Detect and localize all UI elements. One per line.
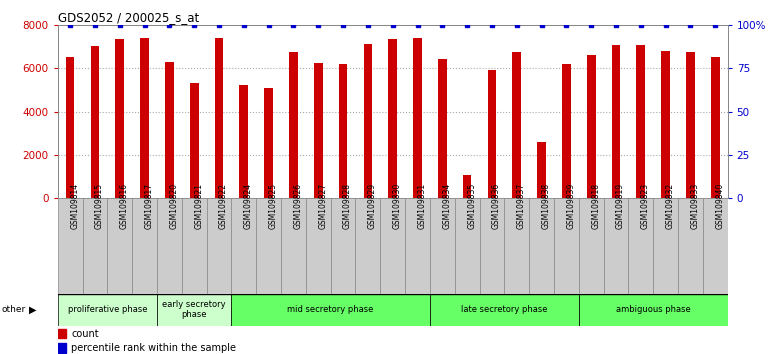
Bar (529, 198, 554, 294)
Text: GSM109840: GSM109840 (715, 183, 725, 229)
Bar (116, 39, 124, 198)
Bar (711, 57, 720, 198)
Bar (686, 52, 695, 198)
Bar (58, 329, 66, 338)
Bar (504, 198, 529, 294)
Bar (653, 198, 678, 294)
Bar (661, 51, 670, 198)
Text: GSM109838: GSM109838 (541, 183, 551, 229)
Bar (637, 45, 645, 198)
Bar (91, 46, 99, 198)
Bar (463, 176, 471, 198)
Bar (380, 198, 405, 294)
Bar (190, 83, 199, 198)
Bar (82, 198, 107, 294)
Bar (239, 85, 248, 198)
Text: late secretory phase: late secretory phase (461, 305, 547, 314)
Text: percentile rank within the sample: percentile rank within the sample (71, 343, 236, 353)
Text: GSM109822: GSM109822 (219, 183, 228, 229)
Bar (157, 294, 232, 326)
Bar (289, 52, 298, 198)
Bar (58, 343, 66, 353)
Bar (157, 198, 182, 294)
Bar (182, 198, 206, 294)
Text: GSM109839: GSM109839 (567, 183, 575, 229)
Bar (413, 38, 422, 198)
Bar (330, 198, 356, 294)
Bar (430, 198, 455, 294)
Text: mid secretory phase: mid secretory phase (287, 305, 374, 314)
Text: GSM109821: GSM109821 (194, 183, 203, 229)
Bar (438, 59, 447, 198)
Text: GSM109836: GSM109836 (492, 183, 501, 229)
Bar (363, 44, 372, 198)
Bar (314, 63, 323, 198)
Bar (480, 198, 504, 294)
Text: ambiguous phase: ambiguous phase (616, 305, 691, 314)
Text: GSM109823: GSM109823 (641, 183, 650, 229)
Bar (430, 294, 579, 326)
Text: GSM109817: GSM109817 (145, 183, 153, 229)
Text: GSM109829: GSM109829 (368, 183, 377, 229)
Bar (703, 198, 728, 294)
Bar (232, 294, 430, 326)
Text: GSM109818: GSM109818 (591, 183, 600, 229)
Bar (165, 62, 174, 198)
Bar (65, 57, 75, 198)
Bar (604, 198, 628, 294)
Text: GSM109832: GSM109832 (665, 183, 675, 229)
Bar (579, 198, 604, 294)
Bar (388, 39, 397, 198)
Bar (628, 198, 653, 294)
Bar (405, 198, 430, 294)
Text: GSM109835: GSM109835 (467, 183, 476, 229)
Text: GSM109831: GSM109831 (417, 183, 427, 229)
Text: proliferative phase: proliferative phase (68, 305, 147, 314)
Bar (512, 52, 521, 198)
Bar (281, 198, 306, 294)
Bar (58, 198, 82, 294)
Bar (579, 294, 728, 326)
Bar (562, 64, 571, 198)
Text: ▶: ▶ (29, 305, 37, 315)
Bar (58, 294, 157, 326)
Bar (487, 70, 497, 198)
Text: GSM109837: GSM109837 (517, 183, 526, 229)
Text: GSM109828: GSM109828 (343, 183, 352, 229)
Text: GSM109830: GSM109830 (393, 183, 402, 229)
Bar (356, 198, 380, 294)
Text: early secretory
phase: early secretory phase (162, 300, 226, 319)
Text: GSM109814: GSM109814 (70, 183, 79, 229)
Text: GSM109833: GSM109833 (691, 183, 699, 229)
Text: GSM109815: GSM109815 (95, 183, 104, 229)
Bar (107, 198, 132, 294)
Bar (132, 198, 157, 294)
Bar (611, 45, 621, 198)
Bar (206, 198, 232, 294)
Bar (264, 88, 273, 198)
Bar (455, 198, 480, 294)
Bar (587, 55, 595, 198)
Text: GSM109826: GSM109826 (293, 183, 303, 229)
Bar (256, 198, 281, 294)
Bar (339, 64, 347, 198)
Bar (678, 198, 703, 294)
Text: other: other (2, 305, 25, 314)
Bar (306, 198, 330, 294)
Text: GSM109834: GSM109834 (442, 183, 451, 229)
Bar (232, 198, 256, 294)
Text: GDS2052 / 200025_s_at: GDS2052 / 200025_s_at (58, 11, 199, 24)
Text: GSM109819: GSM109819 (616, 183, 625, 229)
Text: GSM109816: GSM109816 (120, 183, 129, 229)
Text: GSM109827: GSM109827 (318, 183, 327, 229)
Text: GSM109820: GSM109820 (169, 183, 179, 229)
Text: GSM109825: GSM109825 (269, 183, 278, 229)
Text: GSM109824: GSM109824 (244, 183, 253, 229)
Text: count: count (71, 329, 99, 339)
Bar (537, 142, 546, 198)
Bar (554, 198, 579, 294)
Bar (215, 38, 223, 198)
Bar (140, 38, 149, 198)
